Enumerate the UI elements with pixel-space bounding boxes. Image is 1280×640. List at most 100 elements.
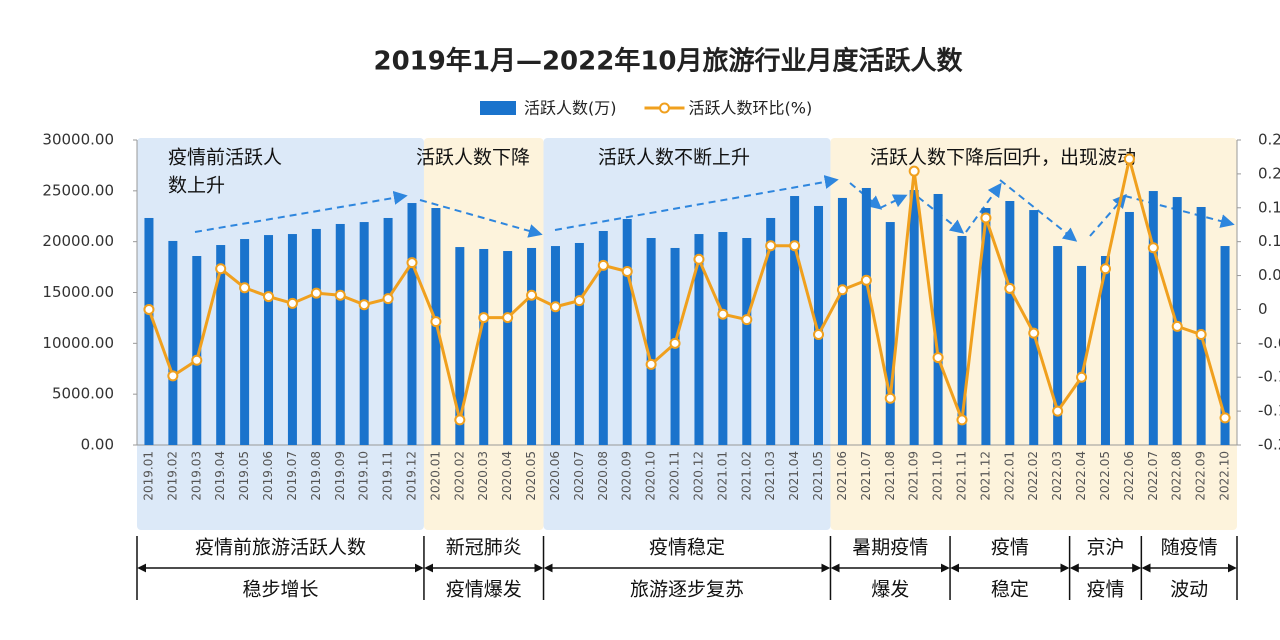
bar [957, 235, 967, 445]
bar [1005, 201, 1015, 445]
bar [694, 234, 704, 445]
phase-note: 疫情前活跃人 [168, 147, 282, 169]
phase-note: 活跃人数不断上升 [598, 147, 750, 169]
stage-label: 稳定 [991, 579, 1029, 601]
bar [479, 248, 489, 445]
line-point [1076, 371, 1088, 383]
line-point [286, 297, 298, 309]
bar [837, 197, 847, 445]
x-tick-label: 2020.12 [691, 451, 705, 501]
phase-background [137, 138, 424, 530]
bar [455, 247, 465, 445]
x-tick-label: 2019.09 [333, 451, 347, 501]
line-point [382, 293, 394, 305]
x-tick-label: 2020.01 [428, 451, 442, 501]
bar [264, 235, 274, 445]
line-point [502, 312, 514, 324]
x-tick-label: 2022.07 [1146, 451, 1160, 501]
y2-tick-label: 0.1 [1258, 232, 1280, 250]
line-point [143, 303, 155, 315]
x-tick-label: 2022.04 [1074, 451, 1088, 501]
bar [933, 193, 943, 445]
phase-background [543, 138, 831, 530]
line-point [1028, 327, 1040, 339]
x-tick-label: 2020.06 [548, 451, 562, 501]
x-tick-label: 2019.01 [141, 451, 155, 501]
bar [1053, 246, 1063, 445]
x-tick-label: 2019.03 [189, 451, 203, 501]
line-point [406, 257, 418, 269]
line-point [813, 329, 825, 341]
line-point [597, 259, 609, 271]
stage-label: 稳步增长 [242, 579, 318, 601]
bar [981, 208, 991, 445]
x-tick-label: 2019.02 [165, 451, 179, 501]
phase-note: 活跃人数下降 [416, 147, 530, 169]
bar [1124, 211, 1134, 445]
line-point [1099, 263, 1111, 275]
x-tick-label: 2020.05 [524, 451, 538, 501]
bar [287, 234, 297, 445]
legend-swatch [659, 102, 670, 114]
x-tick-label: 2019.05 [237, 451, 251, 501]
x-tick-label: 2022.10 [1218, 451, 1232, 501]
bar [718, 232, 728, 445]
line-point [334, 289, 346, 301]
bar [144, 217, 154, 445]
bar [168, 240, 178, 445]
y-tick-label: 5000.00 [52, 385, 114, 403]
y-tick-label: 15000.00 [42, 283, 114, 301]
trend-arrow [879, 194, 908, 209]
bar [383, 217, 393, 445]
x-tick-label: 2019.11 [381, 451, 395, 501]
x-tick-label: 2021.01 [715, 451, 729, 501]
line-point [191, 354, 203, 366]
bar [1148, 191, 1158, 445]
phase-note: 数上升 [168, 175, 225, 197]
x-tick-label: 2021.11 [955, 451, 969, 501]
line-point [669, 337, 681, 349]
legend-label: 活跃人数环比(%) [689, 99, 813, 118]
y2-tick-label: 0 [1258, 300, 1268, 318]
line-point [430, 316, 442, 328]
x-tick-label: 2019.07 [285, 451, 299, 501]
line-point [310, 287, 322, 299]
line-point [478, 312, 490, 324]
x-tick-label: 2020.11 [668, 451, 682, 501]
x-tick-label: 2020.04 [500, 451, 514, 501]
line-point [980, 212, 992, 224]
y-tick-label: 10000.00 [42, 334, 114, 352]
bar [598, 230, 608, 445]
trend-arrow [849, 182, 883, 210]
x-tick-label: 2021.04 [787, 451, 801, 501]
line-point [1004, 282, 1016, 294]
line-point [621, 265, 633, 277]
x-tick-label: 2021.03 [763, 451, 777, 501]
trend-arrow [1089, 193, 1127, 237]
x-tick-label: 2021.09 [907, 451, 921, 501]
line-point [884, 392, 896, 404]
bar [766, 217, 776, 445]
stage-label: 疫情 [1086, 579, 1124, 601]
bar [359, 222, 369, 445]
line-point [741, 314, 753, 326]
line-point [1052, 405, 1064, 417]
line-point [454, 414, 466, 426]
y2-tick-label: -0.15 [1258, 402, 1280, 420]
trend-arrow [999, 179, 1078, 242]
stage-label: 新冠肺炎 [446, 537, 522, 559]
stage-label: 爆发 [871, 579, 909, 601]
y2-tick-label: -0.05 [1258, 334, 1280, 352]
line-point [956, 414, 968, 426]
bar [192, 256, 202, 445]
bar [909, 190, 919, 445]
line-point [765, 240, 777, 252]
bar [861, 187, 871, 445]
stage-label: 疫情爆发 [446, 579, 522, 601]
line-point [932, 352, 944, 364]
x-tick-label: 2022.08 [1170, 451, 1184, 501]
line-point [239, 282, 251, 294]
stage-label: 疫情稳定 [649, 537, 725, 559]
stage-label: 旅游逐步复苏 [630, 579, 744, 601]
